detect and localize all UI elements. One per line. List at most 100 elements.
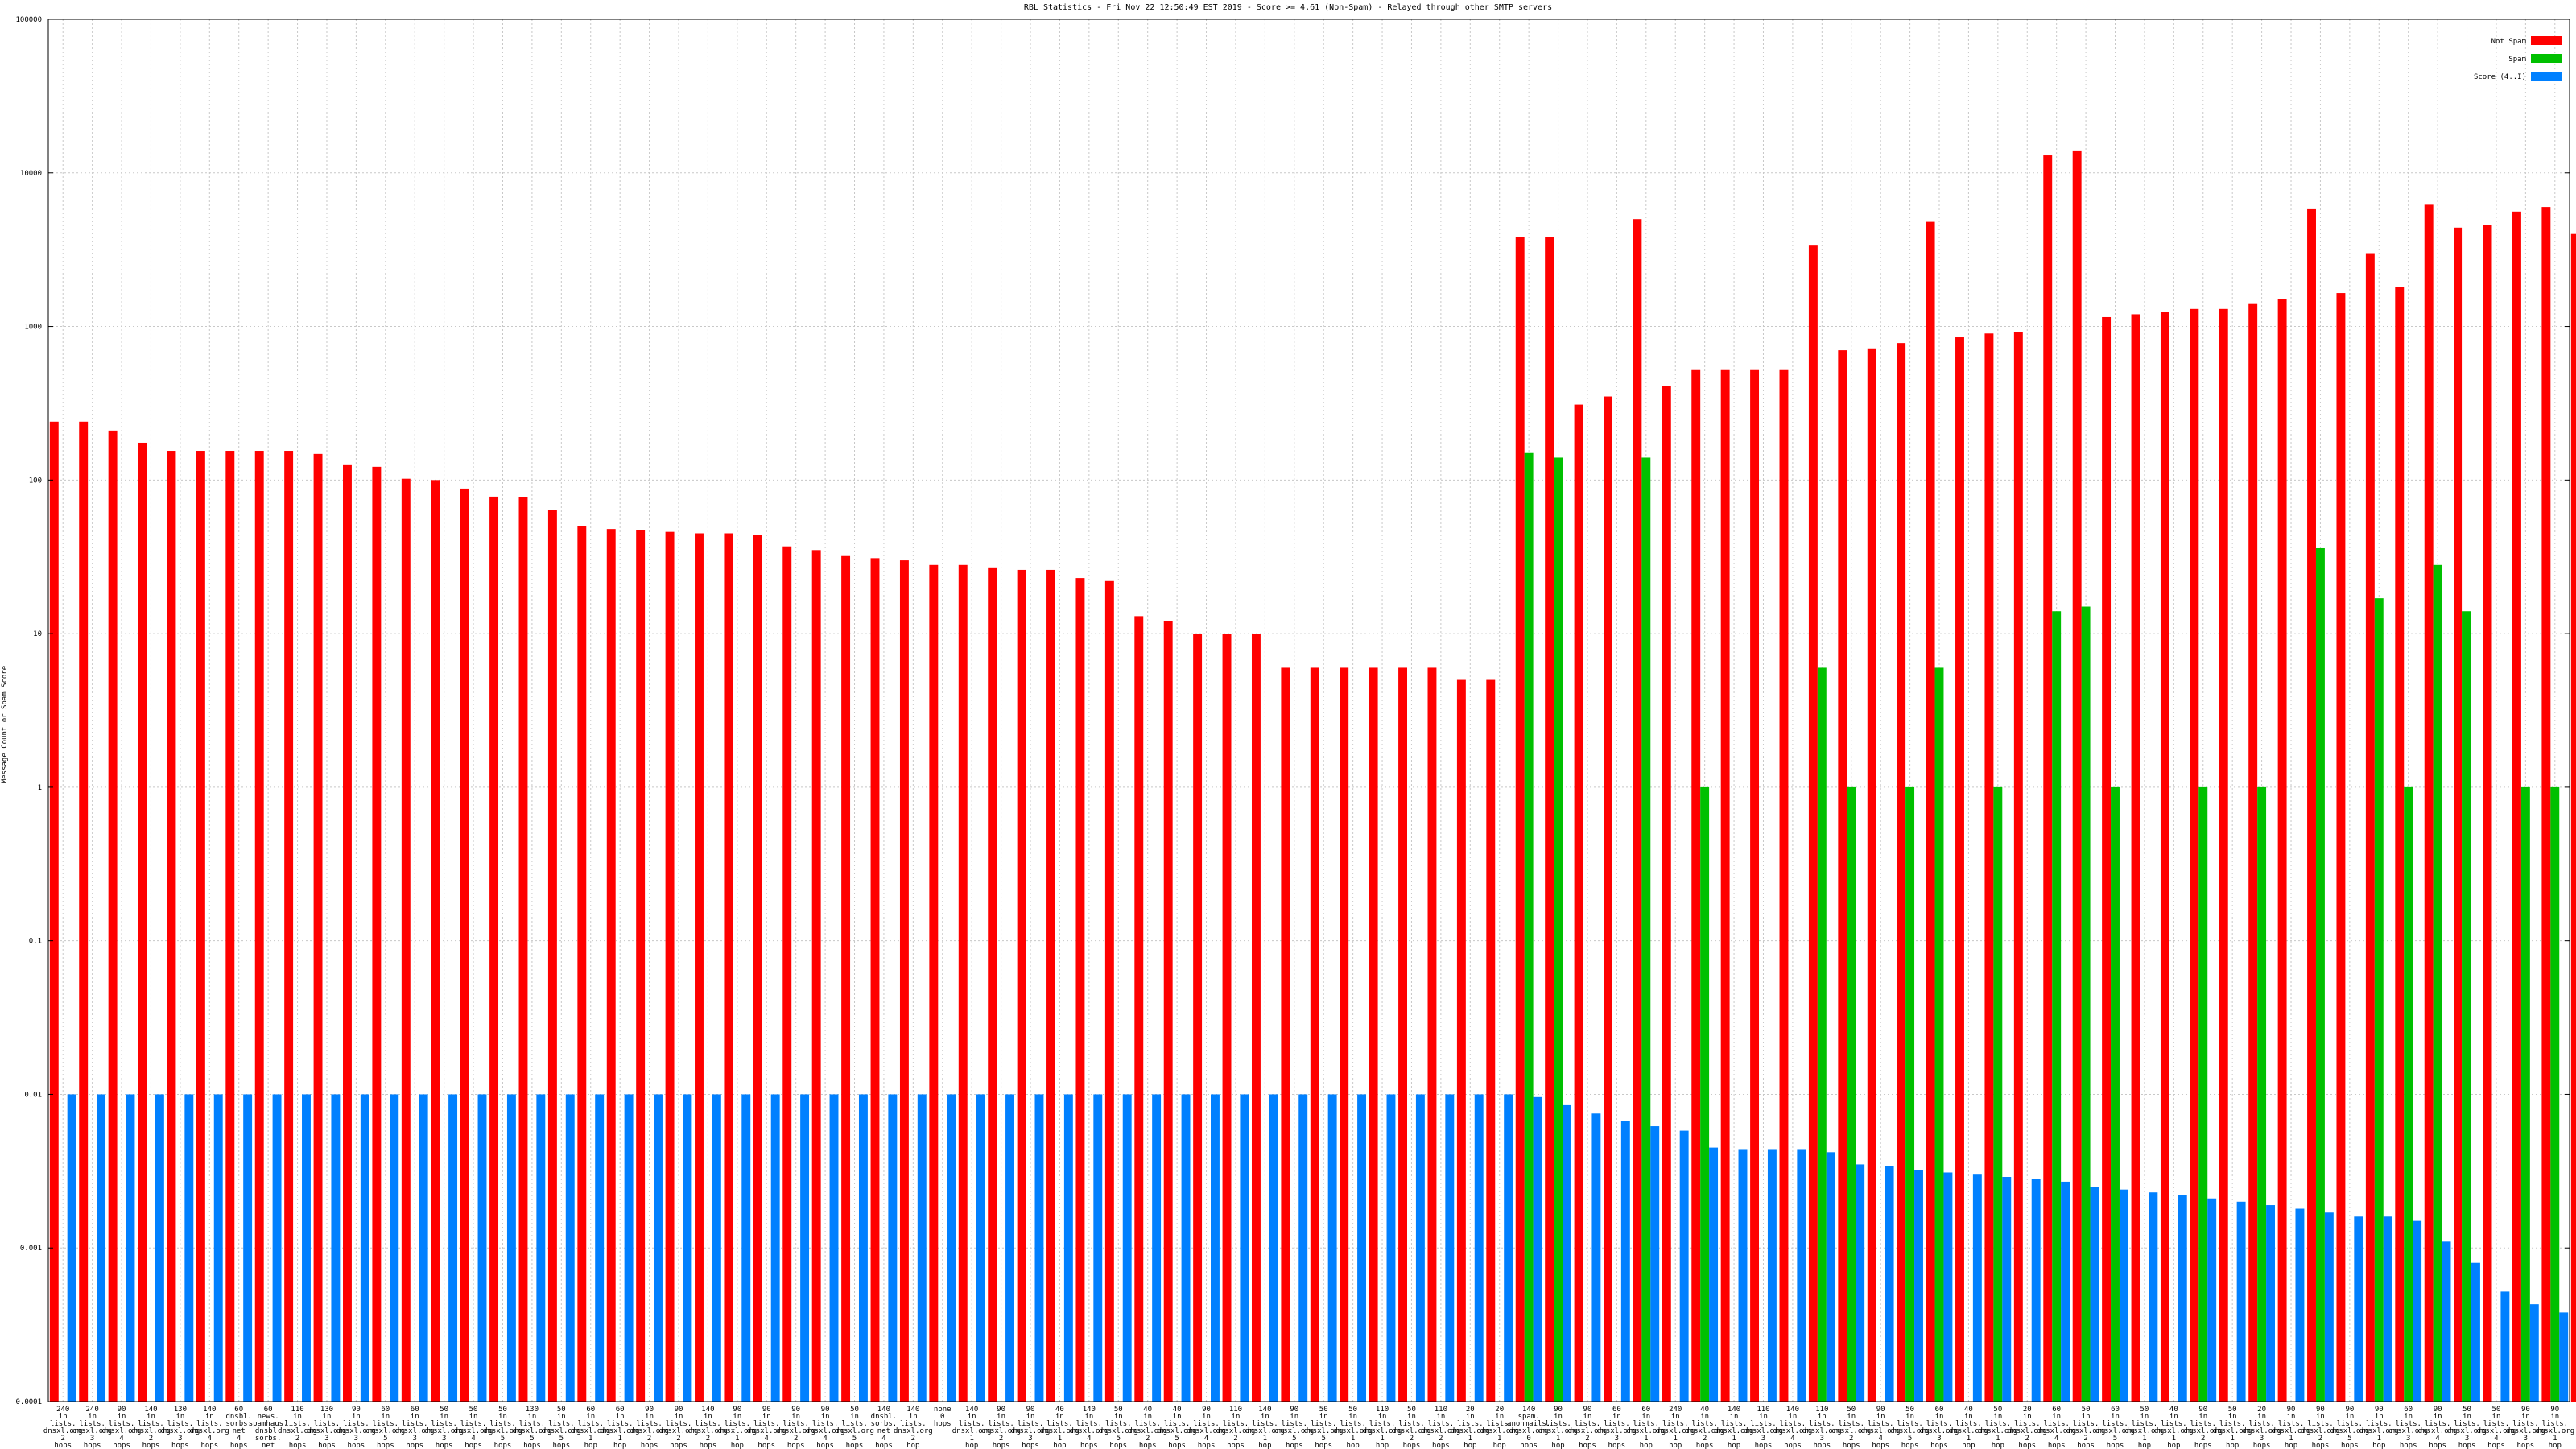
x-tick-label: 140 spam. anonmails. dnsxl.org 0 hops	[1507, 1406, 1550, 1449]
bar-not-spam	[2336, 293, 2346, 1402]
bar-score	[2413, 1220, 2422, 1402]
bar-not-spam	[811, 550, 821, 1402]
bar-not-spam	[2541, 207, 2551, 1402]
bar-not-spam	[1251, 634, 1261, 1402]
bar-not-spam	[1017, 569, 1026, 1402]
bar-not-spam	[1075, 578, 1085, 1402]
bar-score	[1650, 1126, 1660, 1402]
bar-score	[2500, 1291, 2510, 1402]
bar-not-spam	[1897, 343, 1906, 1402]
x-tick-label: 110 in lists. dnsxl.org 3 hops	[1744, 1406, 1783, 1449]
bar-spam	[2081, 606, 2091, 1402]
x-tick-label: 90 in lists. dnsxl.org 3 hops	[2506, 1406, 2545, 1449]
x-tick-label: 90 in lists. dnsxl.org 1 hop	[2272, 1406, 2311, 1449]
bar-score	[390, 1094, 399, 1402]
bar-not-spam	[1368, 667, 1378, 1402]
bar-score	[1943, 1172, 1953, 1402]
bar-score	[1005, 1094, 1014, 1402]
x-tick-label: 110 in lists. dnsxl.org 2 hops	[1421, 1406, 1460, 1449]
x-tick-label: 60 in lists. dnsxl.org 5 hops	[365, 1406, 405, 1449]
bar-not-spam	[1838, 350, 1847, 1402]
bar-not-spam	[489, 496, 499, 1402]
bar-not-spam	[1808, 245, 1818, 1402]
bar-spam	[1934, 667, 1944, 1402]
bar-score	[2471, 1262, 2480, 1402]
bar-not-spam	[2072, 150, 2082, 1402]
x-tick-label: 50 in lists. dnsxl.org 3 hops	[424, 1406, 464, 1449]
x-tick-label: 40 in lists. dnsxl.org 2 hops	[1685, 1406, 1724, 1449]
y-tick-label: 10	[33, 630, 42, 638]
bar-score	[1679, 1130, 1689, 1402]
bar-score	[829, 1094, 839, 1402]
bar-not-spam	[431, 480, 440, 1402]
legend: Not Spam Spam Score (4..I)	[2474, 36, 2562, 81]
bar-spam	[1993, 786, 2003, 1402]
bar-not-spam	[1163, 621, 1173, 1402]
y-axis-ticks: 0.0001 0.001 0.01 0.1 1 10 100 1000 10000 100000	[15, 16, 2570, 1406]
x-tick-label: 50 in lists. dnsxl.org 5 hops	[1099, 1406, 1138, 1449]
x-tick-label: 90 in lists. dnsxl.org 4 hops	[747, 1406, 786, 1449]
bar-score	[331, 1094, 341, 1402]
bar-score	[243, 1094, 253, 1402]
bar-not-spam	[2131, 314, 2140, 1402]
x-tick-label: 90 in lists. dnsxl.org 1 hop	[2359, 1406, 2399, 1449]
bar-not-spam	[1604, 396, 1612, 1402]
y-axis-label: Message Count or Spam Score	[1, 666, 9, 783]
bar-score	[654, 1094, 663, 1402]
bar-score	[917, 1094, 927, 1402]
bar-score	[1240, 1094, 1249, 1402]
x-tick-label: 130 in lists. dnsxl.org 3 hops	[160, 1406, 200, 1449]
bar-not-spam	[167, 451, 176, 1402]
bar-not-spam	[518, 497, 528, 1402]
bar-not-spam	[2013, 332, 2023, 1402]
bar-score	[1504, 1094, 1513, 1402]
bar-score	[1914, 1170, 1923, 1402]
bar-score	[67, 1094, 76, 1402]
x-tick-label: 50 in lists. dnsxl.org 1 hop	[1978, 1406, 2017, 1449]
x-tick-label: 50 in lists. dnsxl.org 5 hops	[542, 1406, 581, 1449]
y-tick-label: 1000	[24, 324, 42, 332]
bar-score	[1269, 1094, 1278, 1402]
x-tick-label: 90 in lists. dnsxl.org 2 hops	[981, 1406, 1021, 1449]
bar-not-spam	[899, 560, 909, 1402]
bar-score	[1327, 1094, 1337, 1402]
bar-score	[360, 1094, 369, 1402]
bar-score	[1738, 1149, 1748, 1402]
x-tick-label: 140 in lists. dnsxl.org 1 hop	[1245, 1406, 1285, 1449]
bar-not-spam	[1515, 237, 1525, 1402]
bar-spam	[1700, 786, 1710, 1402]
bar-score	[1797, 1149, 1806, 1402]
bar-score	[947, 1094, 956, 1402]
bar-score	[272, 1094, 282, 1402]
bar-score	[565, 1094, 575, 1402]
bar-score	[2090, 1187, 2099, 1402]
bar-not-spam	[1926, 221, 1935, 1402]
x-tick-label: 90 in lists. dnsxl.org 5 hops	[1274, 1406, 1314, 1449]
bar-not-spam	[988, 567, 997, 1402]
bar-score	[741, 1094, 751, 1402]
x-tick-label: 20 in lists. dnsxl.org 1 hop	[1480, 1406, 1519, 1449]
bar-score	[2295, 1208, 2305, 1402]
bar-spam	[2462, 611, 2471, 1402]
x-tick-label: 50 in lists. dnsxl.org 4 hops	[2477, 1406, 2516, 1449]
bar-not-spam	[1456, 679, 1466, 1402]
x-tick-label: 110 in lists. dnsxl.org 3 hops	[1802, 1406, 1842, 1449]
bar-not-spam	[2454, 227, 2463, 1402]
x-tick-label: 20 in lists. dnsxl.org 3 hops	[2242, 1406, 2281, 1449]
bar-spam	[1554, 457, 1563, 1402]
bar-not-spam	[1398, 667, 1408, 1402]
x-tick-label: 90 in lists. dnsxl.org 2 hops	[776, 1406, 815, 1449]
x-tick-label: 90 in lists. dnsxl.org 4 hops	[1861, 1406, 1901, 1449]
bar-not-spam	[401, 478, 411, 1402]
bar-score	[477, 1094, 487, 1402]
legend-swatch	[2531, 36, 2562, 45]
x-tick-label: 140 in lists. dnsxl.org 4 hops	[1773, 1406, 1813, 1449]
bar-not-spam	[1720, 369, 1730, 1402]
bar-not-spam	[1750, 369, 1760, 1402]
x-tick-label: 90 in lists. dnsxl.org 2 hops	[2301, 1406, 2340, 1449]
bar-score	[2529, 1304, 2539, 1402]
x-tick-label: 40 in lists. dnsxl.org 5 hops	[1158, 1406, 1197, 1449]
